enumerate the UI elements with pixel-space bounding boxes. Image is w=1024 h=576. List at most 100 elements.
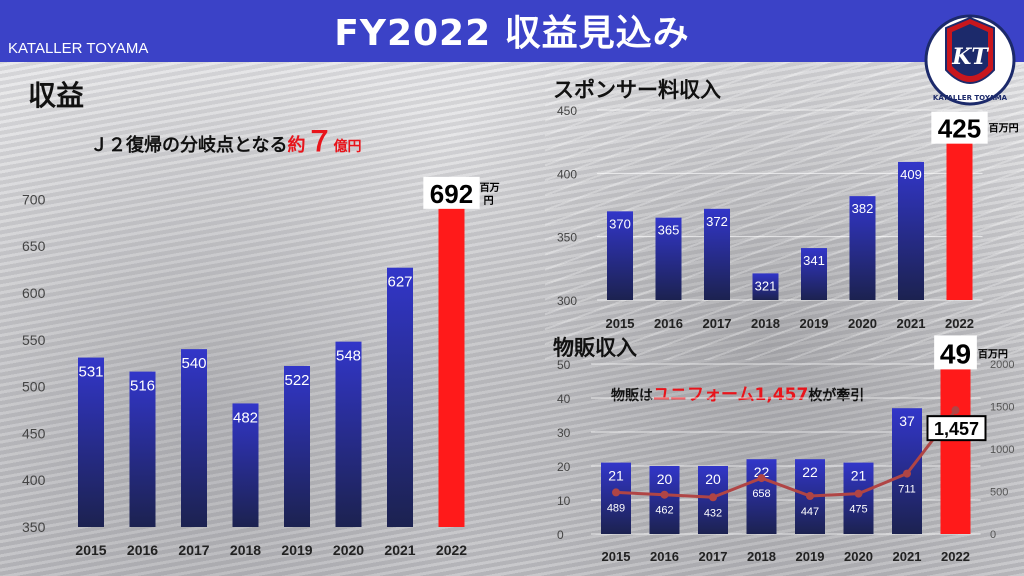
bar-value-label: 20 [705, 471, 721, 487]
x-tick-label: 2018 [747, 549, 776, 564]
bar-value-label: 482 [233, 409, 258, 426]
y-tick-label: 550 [22, 332, 46, 348]
revenue-subtitle: Ｊ２復帰の分岐点となる約７億円 [90, 120, 361, 160]
page-title: FY2022 収益見込み [334, 13, 690, 54]
line-point [709, 493, 717, 502]
bar-2018 [746, 459, 777, 534]
y-tick-label: 50 [557, 358, 571, 372]
y-tick-label: 300 [557, 294, 577, 308]
highlight-label-bg [423, 176, 480, 209]
sponsor-title: スポンサー料収入 [553, 78, 721, 102]
bar-2015 [601, 462, 631, 534]
bar-2016 [655, 217, 682, 300]
bar-value-label: 409 [900, 167, 922, 182]
line-value-label: 447 [801, 506, 819, 518]
bar-2022 [940, 367, 971, 534]
x-tick-label: 2020 [333, 542, 364, 558]
bar-2018 [232, 403, 259, 527]
y-tick-label: 10 [557, 494, 571, 508]
subtitle-prefix: Ｊ２復帰の分岐点となる [90, 135, 288, 156]
merch-title: 物販収入 [553, 336, 637, 360]
bar-value-label: 20 [657, 471, 673, 487]
bar-2020 [843, 462, 874, 534]
bar-value-label: 37 [899, 413, 915, 429]
callout-suffix: が牽引 [822, 388, 865, 404]
crest-initials: KT [951, 44, 989, 70]
x-tick-label: 2018 [230, 542, 261, 558]
y-tick-label: 400 [557, 167, 577, 181]
bar-2019 [801, 248, 827, 300]
x-tick-label: 2022 [941, 549, 970, 564]
x-tick-label: 2021 [384, 542, 415, 558]
line-point [854, 489, 863, 498]
x-tick-label: 2022 [436, 542, 467, 558]
line-last-label-box [926, 415, 987, 442]
bar-value-label: 21 [851, 468, 867, 484]
x-tick-label: 2019 [281, 542, 312, 558]
y2-tick-label: 0 [990, 529, 996, 541]
x-tick-label: 2016 [650, 549, 679, 564]
x-tick-label: 2022 [945, 316, 974, 331]
x-tick-label: 2018 [751, 316, 780, 331]
x-tick-label: 2020 [848, 316, 877, 331]
line-value-label: 489 [607, 502, 625, 514]
x-tick-label: 2019 [796, 549, 825, 564]
line-point [951, 406, 960, 415]
bar-2017 [704, 208, 730, 300]
bar-2015 [607, 211, 633, 300]
highlight-value: 49 [940, 338, 971, 369]
line-value-label: 432 [704, 507, 722, 519]
x-tick-label: 2021 [893, 549, 922, 564]
x-tick-label: 2020 [844, 549, 873, 564]
y2-tick-label: 2000 [990, 359, 1014, 371]
x-tick-label: 2017 [703, 316, 732, 331]
bar-value-label: 540 [181, 355, 206, 372]
x-tick-label: 2016 [127, 542, 158, 558]
y-tick-label: 350 [557, 231, 577, 245]
x-tick-label: 2017 [699, 549, 728, 564]
bar-2021 [387, 267, 413, 527]
bar-2019 [284, 365, 310, 527]
merch-callout: 物販はユニフォーム1,457枚が牽引 [611, 380, 864, 405]
y-tick-label: 0 [557, 528, 564, 542]
callout-item: ユニフォーム [653, 385, 755, 405]
bar-value-label: 548 [336, 348, 361, 365]
x-tick-label: 2015 [606, 316, 635, 331]
callout-counter: 枚 [808, 388, 823, 404]
subtitle-amount: ７ [305, 125, 334, 158]
line-value-label: 462 [655, 505, 673, 517]
bar-value-label: 531 [78, 364, 103, 381]
bar-value-label: 516 [130, 378, 155, 395]
y-tick-label: 30 [557, 426, 571, 440]
bar-value-label: 341 [803, 253, 825, 268]
line-point [660, 490, 669, 499]
y2-tick-label: 1500 [990, 402, 1014, 414]
callout-count: 1,457 [754, 385, 809, 405]
bar-2020 [335, 341, 362, 527]
bar-value-label: 382 [852, 201, 874, 216]
x-tick-label: 2015 [75, 542, 106, 558]
brand-name: KATALLER TOYAMA [8, 40, 149, 57]
bar-value-label: 372 [706, 214, 728, 229]
highlight-unit: 百万円 [989, 123, 1019, 135]
line-point [757, 474, 766, 483]
highlight-value: 425 [938, 114, 981, 144]
bar-2015 [78, 357, 104, 527]
callout-prefix: 物販は [611, 388, 653, 404]
y-tick-label: 500 [22, 379, 46, 395]
subtitle-about: 約 [287, 135, 306, 156]
y-tick-label: 450 [22, 425, 46, 441]
bar-value-label: 370 [609, 216, 631, 231]
bar-2017 [181, 349, 207, 527]
x-tick-label: 2017 [178, 542, 209, 558]
y2-tick-label: 1000 [990, 444, 1014, 456]
bar-value-label: 21 [608, 468, 624, 484]
bar-value-label: 627 [387, 274, 412, 291]
x-tick-label: 2021 [897, 316, 926, 331]
y-tick-label: 20 [557, 460, 571, 474]
y-tick-label: 350 [22, 519, 46, 535]
line-value-label: 475 [849, 504, 867, 516]
highlight-label-bg [931, 111, 988, 144]
line-point [903, 469, 911, 478]
